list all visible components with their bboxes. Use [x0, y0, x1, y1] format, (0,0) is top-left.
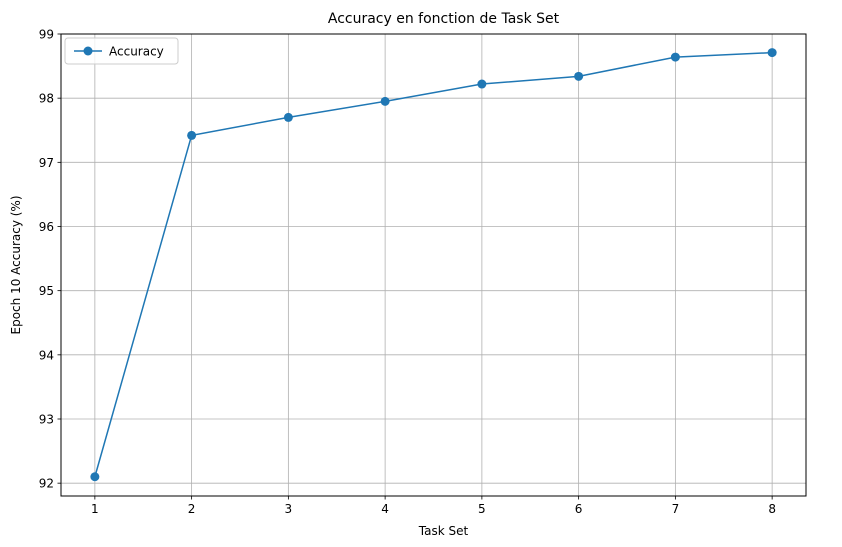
y-tick-label: 95 [39, 284, 54, 298]
legend-box [64, 37, 179, 65]
y-tick-label: 93 [39, 413, 54, 427]
x-tick-label: 1 [91, 502, 99, 516]
y-tick-label: 94 [39, 348, 54, 362]
x-tick-label: 2 [188, 502, 196, 516]
series-line-accuracy [94, 51, 773, 477]
y-tick-label: 99 [39, 28, 54, 42]
y-tick-label: 92 [39, 477, 54, 491]
y-tick-label: 98 [39, 92, 54, 106]
data-point [283, 112, 293, 122]
series-layer [90, 48, 777, 482]
y-tick-label: 96 [39, 220, 54, 234]
legend: Accuracy [64, 37, 179, 65]
chart-title: Accuracy en fonction de Task Set [328, 11, 560, 27]
data-point [380, 96, 390, 106]
x-tick-label: 6 [575, 502, 583, 516]
plot-frame [60, 33, 807, 497]
data-point [187, 130, 197, 140]
ticks: 1 2 3 4 5 6 7 8 92 93 94 95 96 97 98 99 [39, 28, 776, 517]
y-tick-label: 97 [39, 156, 54, 170]
grid [61, 33, 806, 496]
y-axis-label: Epoch 10 Accuracy (%) [9, 195, 23, 334]
legend-label: Accuracy [109, 45, 164, 59]
x-axis-label: Task Set [418, 524, 469, 538]
data-point [574, 71, 584, 81]
data-point [477, 79, 487, 89]
data-point [767, 48, 777, 58]
data-point [90, 472, 100, 482]
x-tick-label: 8 [768, 502, 776, 516]
data-point [670, 52, 680, 62]
legend-marker-sample [83, 46, 93, 56]
x-tick-label: 4 [381, 502, 389, 516]
x-tick-label: 5 [478, 502, 486, 516]
x-tick-label: 3 [285, 502, 293, 516]
x-tick-label: 7 [672, 502, 680, 516]
